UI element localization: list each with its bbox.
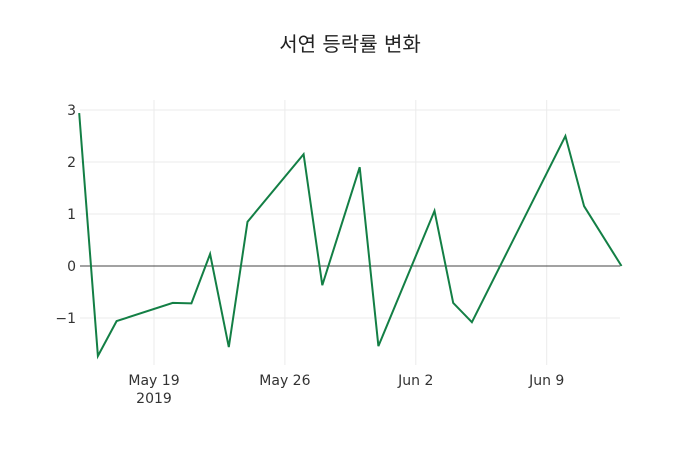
y-axis: 3 2 1 0 −1 <box>55 103 76 327</box>
x-tick-label: May 26 <box>259 373 310 389</box>
series-line-path <box>78 113 623 360</box>
series-line <box>78 113 623 360</box>
grid-lines <box>80 100 620 365</box>
y-tick-label: 0 <box>67 259 76 275</box>
chart-title: 서연 등락률 변화 <box>279 32 421 56</box>
x-tick-label: May 19 <box>128 373 179 389</box>
y-tick-label: 2 <box>67 155 76 171</box>
y-tick-label: 3 <box>67 103 76 119</box>
x-tick-label: 2019 <box>136 391 172 407</box>
x-tick-label: Jun 2 <box>397 373 433 389</box>
y-tick-label: −1 <box>55 311 76 327</box>
x-axis: May 19 2019 May 26 Jun 2 Jun 9 <box>128 373 564 407</box>
x-tick-label: Jun 9 <box>528 373 564 389</box>
y-tick-label: 1 <box>67 207 76 223</box>
